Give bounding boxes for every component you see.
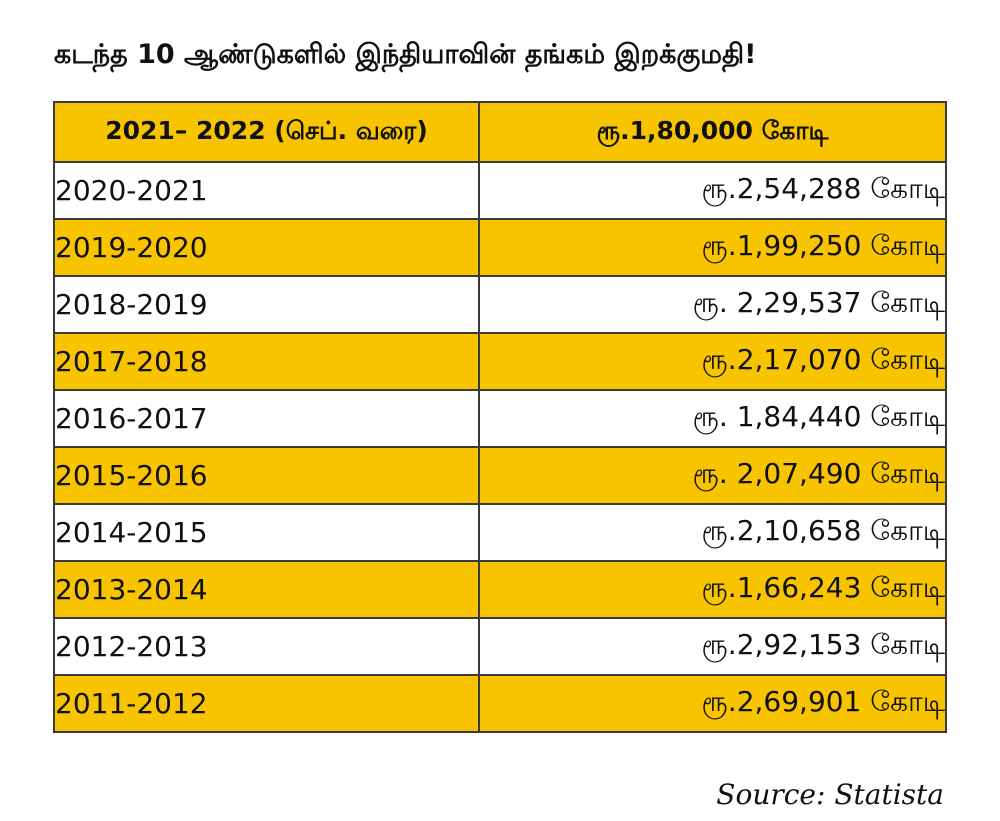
amount-cell: ரூ.2,10,658 கோடி xyxy=(478,503,947,562)
year-cell: 2021– 2022 (செப். வரை) xyxy=(53,101,480,163)
year-cell: 2018-2019 xyxy=(53,275,480,334)
source-caption: Source: Statista xyxy=(716,778,944,811)
amount-cell: ரூ.2,92,153 கோடி xyxy=(478,617,947,676)
amount-cell: ரூ. 1,84,440 கோடி xyxy=(478,389,947,448)
table-row: 2014-2015 ரூ.2,10,658 கோடி xyxy=(53,503,947,562)
table-row: 2019-2020 ரூ.1,99,250 கோடி xyxy=(53,218,947,277)
year-cell: 2015-2016 xyxy=(53,446,480,505)
year-cell: 2014-2015 xyxy=(53,503,480,562)
year-cell: 2013-2014 xyxy=(53,560,480,619)
table-row: 2017-2018 ரூ.2,17,070 கோடி xyxy=(53,332,947,391)
chart-title: கடந்த 10 ஆண்டுகளில் இந்தியாவின் தங்கம் இ… xyxy=(54,39,757,70)
amount-cell: ரூ. 2,07,490 கோடி xyxy=(478,446,947,505)
gold-import-table: 2021– 2022 (செப். வரை) ரூ.1,80,000 கோடி 20… xyxy=(53,101,947,733)
year-cell: 2017-2018 xyxy=(53,332,480,391)
table-row: 2020-2021 ரூ.2,54,288 கோடி xyxy=(53,161,947,220)
year-cell: 2019-2020 xyxy=(53,218,480,277)
amount-cell: ரூ.1,66,243 கோடி xyxy=(478,560,947,619)
amount-cell: ரூ.2,54,288 கோடி xyxy=(478,161,947,220)
table-body: 2021– 2022 (செப். வரை) ரூ.1,80,000 கோடி 20… xyxy=(53,101,947,733)
table-row: 2011-2012 ரூ.2,69,901 கோடி xyxy=(53,674,947,733)
amount-cell: ரூ.2,69,901 கோடி xyxy=(478,674,947,733)
year-cell: 2016-2017 xyxy=(53,389,480,448)
year-cell: 2012-2013 xyxy=(53,617,480,676)
table-row: 2015-2016 ரூ. 2,07,490 கோடி xyxy=(53,446,947,505)
amount-cell: ரூ.1,99,250 கோடி xyxy=(478,218,947,277)
table-row: 2012-2013 ரூ.2,92,153 கோடி xyxy=(53,617,947,676)
amount-cell: ரூ.1,80,000 கோடி xyxy=(478,101,947,163)
table-row: 2018-2019 ரூ. 2,29,537 கோடி xyxy=(53,275,947,334)
year-cell: 2020-2021 xyxy=(53,161,480,220)
table-row: 2016-2017 ரூ. 1,84,440 கோடி xyxy=(53,389,947,448)
amount-cell: ரூ. 2,29,537 கோடி xyxy=(478,275,947,334)
amount-cell: ரூ.2,17,070 கோடி xyxy=(478,332,947,391)
table-row: 2013-2014 ரூ.1,66,243 கோடி xyxy=(53,560,947,619)
year-cell: 2011-2012 xyxy=(53,674,480,733)
table-header-row: 2021– 2022 (செப். வரை) ரூ.1,80,000 கோடி xyxy=(53,101,947,163)
